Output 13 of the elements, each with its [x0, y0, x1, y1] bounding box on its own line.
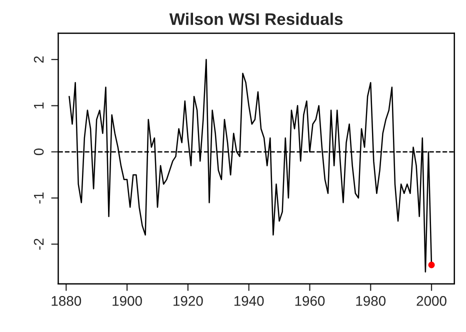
chart-title: Wilson WSI Residuals	[169, 12, 343, 26]
y-tick-label: -1	[34, 192, 44, 204]
x-tick-label: 1880	[52, 296, 82, 306]
x-tick-label: 2000	[416, 296, 446, 306]
x-tick-label: 1900	[112, 296, 142, 306]
x-tick-label: 1940	[234, 296, 264, 306]
x-tick-label: 1920	[174, 296, 203, 306]
y-tick-label: 1	[34, 102, 44, 108]
y-tick-label: 0	[34, 148, 44, 156]
y-tick-label: -2	[34, 238, 44, 250]
y-tick-label: 2	[34, 56, 44, 63]
x-tick-label: 1980	[356, 296, 386, 306]
x-tick-label: 1960	[295, 296, 325, 306]
